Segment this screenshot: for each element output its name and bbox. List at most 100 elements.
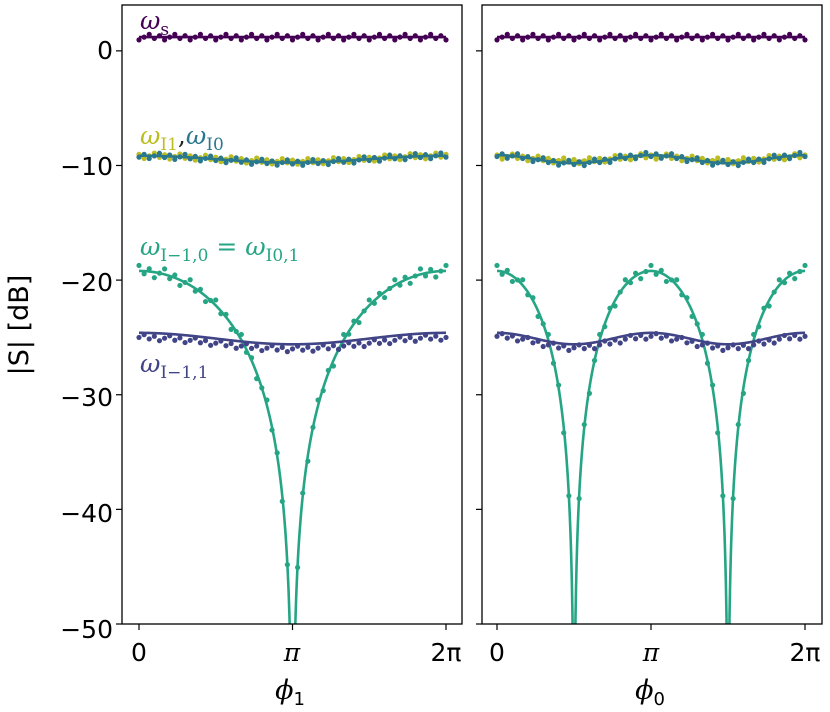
series-point	[520, 37, 526, 43]
series-point	[797, 336, 803, 342]
left-axis-ticks	[116, 50, 447, 630]
series-point	[663, 153, 670, 159]
series-point	[269, 427, 275, 433]
series-point	[771, 289, 777, 295]
series-point	[182, 279, 188, 286]
series-point	[376, 340, 383, 346]
series-point	[607, 159, 613, 165]
series-point	[556, 31, 562, 37]
series-point	[310, 424, 316, 430]
series-point	[146, 155, 152, 162]
series-point	[197, 340, 203, 346]
series-point	[550, 340, 557, 346]
series-point	[243, 157, 250, 163]
series-point	[576, 159, 582, 165]
series-point	[566, 493, 572, 499]
series-line	[497, 331, 805, 346]
series-point	[561, 160, 567, 166]
series-point	[141, 151, 147, 157]
series-point	[684, 340, 690, 346]
series-point	[392, 277, 398, 283]
x-tick-label: 0	[489, 638, 505, 667]
series-point	[751, 331, 757, 338]
series-point	[422, 273, 429, 279]
series-point	[504, 335, 510, 341]
series-point	[161, 335, 168, 341]
series-point	[438, 150, 444, 156]
series-point	[156, 270, 163, 276]
series-point	[177, 282, 183, 289]
series-point	[607, 341, 613, 347]
series-point	[792, 276, 798, 282]
series-point	[776, 155, 782, 162]
series-point	[305, 35, 311, 42]
series-point	[187, 37, 193, 43]
series-point	[417, 266, 424, 272]
series-point	[591, 346, 598, 352]
series-point	[720, 157, 726, 163]
series-point	[146, 336, 152, 342]
series-point	[586, 35, 593, 42]
series-point	[382, 155, 388, 161]
series-point	[494, 333, 500, 339]
series-point	[617, 33, 623, 39]
series-point	[586, 390, 593, 396]
series-point	[586, 342, 593, 348]
series-point	[238, 37, 244, 43]
y-tick-label: −40	[60, 499, 113, 528]
series-point	[412, 338, 418, 344]
series-point	[443, 262, 449, 269]
series-point	[658, 267, 664, 273]
series-point	[514, 338, 521, 344]
x-tick-label: 2π	[790, 638, 821, 667]
series-point	[141, 271, 147, 277]
series-point	[581, 421, 587, 428]
series-point	[725, 37, 731, 43]
series-point	[761, 159, 767, 165]
series-point	[412, 33, 418, 39]
series-point	[704, 157, 711, 164]
series-point	[402, 31, 408, 37]
series-point	[679, 153, 685, 160]
series-point	[289, 161, 296, 167]
y-axis-label: |S| [dB]	[4, 275, 35, 376]
series-point	[663, 278, 670, 285]
series-point	[520, 155, 526, 162]
series-point	[566, 157, 572, 163]
series-point	[633, 31, 639, 37]
series-point	[627, 332, 634, 339]
series-point	[167, 333, 173, 339]
y-tick-label: −10	[60, 152, 113, 181]
series-point	[289, 346, 296, 352]
series-point	[699, 155, 705, 161]
series-point	[254, 159, 260, 165]
series-point	[433, 153, 439, 159]
series-point	[653, 271, 659, 277]
series-point	[208, 342, 214, 348]
series-point	[392, 156, 398, 162]
series-point	[218, 34, 224, 40]
series-point	[356, 157, 362, 163]
series-point	[761, 341, 767, 347]
series-point	[356, 35, 362, 42]
series-point	[187, 277, 193, 283]
series-point	[699, 37, 705, 43]
series-point	[499, 271, 505, 277]
series-point	[561, 35, 567, 42]
series-point	[663, 333, 670, 339]
series-point	[627, 157, 634, 163]
series-point	[802, 37, 808, 43]
series-point	[269, 34, 275, 40]
series-point	[756, 338, 762, 344]
series-point	[284, 33, 290, 39]
series-point	[699, 159, 705, 166]
series-point	[674, 336, 680, 342]
series-point	[597, 159, 603, 166]
series-point	[341, 159, 347, 165]
series-point	[330, 363, 337, 369]
series-point	[264, 397, 270, 403]
series-point	[576, 34, 582, 40]
series-point	[182, 339, 188, 346]
series-point	[499, 34, 505, 40]
series-point	[136, 37, 142, 43]
